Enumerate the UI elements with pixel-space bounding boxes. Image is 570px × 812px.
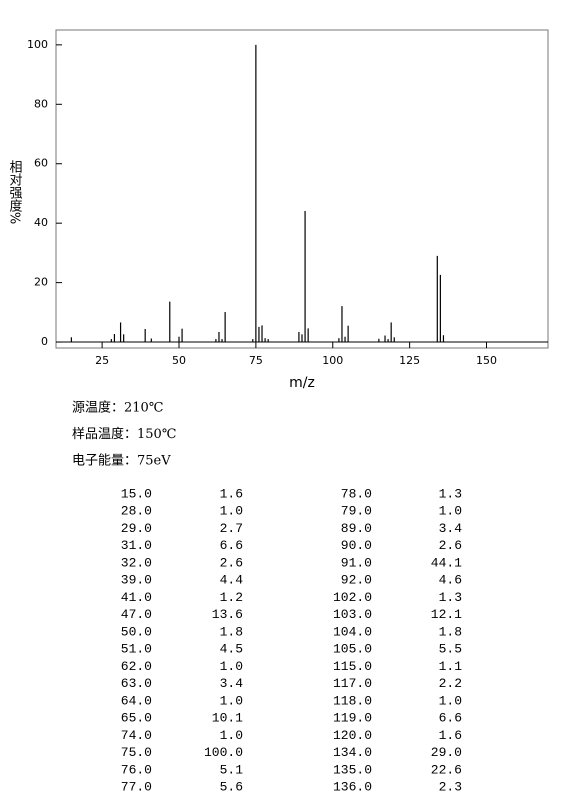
table-cell: 2.2 [439,676,462,691]
table-cell: 1.1 [439,659,463,674]
table-cell: 51.0 [121,642,152,657]
table-cell: 118.0 [333,693,372,708]
table-cell: 10.1 [212,711,243,726]
table-cell: 2.7 [220,521,243,536]
table-cell: 3.4 [439,521,463,536]
table-cell: 1.0 [220,693,243,708]
x-tick-label: 125 [399,354,420,367]
table-cell: 29.0 [121,521,152,536]
table-cell: 1.8 [439,624,462,639]
table-cell: 91.0 [341,555,372,570]
info-line: 源温度：210℃ [72,400,163,416]
info-line: 样品温度：150℃ [72,426,176,442]
plot-frame [55,29,549,349]
table-cell: 136.0 [333,780,372,795]
table-cell: 41.0 [121,590,152,605]
table-cell: 104.0 [333,624,372,639]
table-cell: 22.6 [431,762,462,777]
table-cell: 102.0 [333,590,372,605]
table-cell: 92.0 [341,573,372,588]
table-cell: 50.0 [121,624,152,639]
table-cell: 117.0 [333,676,372,691]
table-cell: 1.8 [220,624,243,639]
table-cell: 119.0 [333,711,372,726]
table-cell: 39.0 [121,573,152,588]
table-cell: 29.0 [431,745,462,760]
table-cell: 1.0 [220,659,243,674]
table-cell: 5.6 [220,780,243,795]
table-cell: 115.0 [333,659,372,674]
table-cell: 5.5 [439,642,462,657]
table-cell: 2.6 [220,555,243,570]
x-tick-label: 75 [249,354,263,367]
table-cell: 1.3 [439,486,462,501]
table-cell: 64.0 [121,693,152,708]
table-cell: 1.0 [439,693,462,708]
table-cell: 74.0 [121,728,152,743]
y-tick-label: 20 [34,276,48,289]
table-cell: 78.0 [341,486,372,501]
table-cell: 134.0 [333,745,372,760]
table-cell: 3.4 [220,676,244,691]
table-cell: 63.0 [121,676,152,691]
table-cell: 31.0 [121,538,152,553]
table-cell: 135.0 [333,762,372,777]
table-cell: 1.0 [220,728,243,743]
table-cell: 15.0 [121,486,152,501]
x-axis-label: m/z [289,375,315,391]
y-tick-label: 60 [34,157,48,170]
table-cell: 2.3 [439,780,462,795]
table-cell: 79.0 [341,504,372,519]
x-tick-label: 50 [172,354,186,367]
info-line: 电子能量：75eV [72,454,171,469]
table-cell: 100.0 [204,745,243,760]
table-cell: 62.0 [121,659,152,674]
table-cell: 1.0 [439,504,462,519]
table-cell: 76.0 [121,762,152,777]
table-cell: 5.1 [220,762,244,777]
table-cell: 77.0 [121,780,152,795]
table-cell: 4.6 [439,573,462,588]
table-cell: 1.0 [220,504,243,519]
table-cell: 44.1 [431,555,462,570]
y-tick-label: 40 [34,216,48,229]
table-cell: 32.0 [121,555,152,570]
table-cell: 1.6 [220,486,243,501]
table-cell: 1.3 [439,590,462,605]
y-tick-label: 100 [27,38,48,51]
table-cell: 13.6 [212,607,243,622]
y-tick-label: 0 [41,335,48,348]
table-cell: 89.0 [341,521,372,536]
table-cell: 2.6 [439,538,462,553]
table-cell: 6.6 [439,711,462,726]
table-cell: 28.0 [121,504,152,519]
table-cell: 103.0 [333,607,372,622]
table-cell: 65.0 [121,711,152,726]
table-cell: 75.0 [121,745,152,760]
table-cell: 120.0 [333,728,372,743]
table-cell: 90.0 [341,538,372,553]
y-tick-label: 80 [34,97,48,110]
table-cell: 1.2 [220,590,243,605]
table-cell: 105.0 [333,642,372,657]
x-tick-label: 25 [95,354,109,367]
table-cell: 6.6 [220,538,243,553]
table-cell: 1.6 [439,728,462,743]
table-cell: 4.4 [220,573,244,588]
table-cell: 47.0 [121,607,152,622]
x-tick-label: 150 [476,354,497,367]
table-cell: 4.5 [220,642,243,657]
x-tick-label: 100 [322,354,343,367]
y-axis-label: 相对强度% [7,160,23,224]
table-cell: 12.1 [431,607,462,622]
